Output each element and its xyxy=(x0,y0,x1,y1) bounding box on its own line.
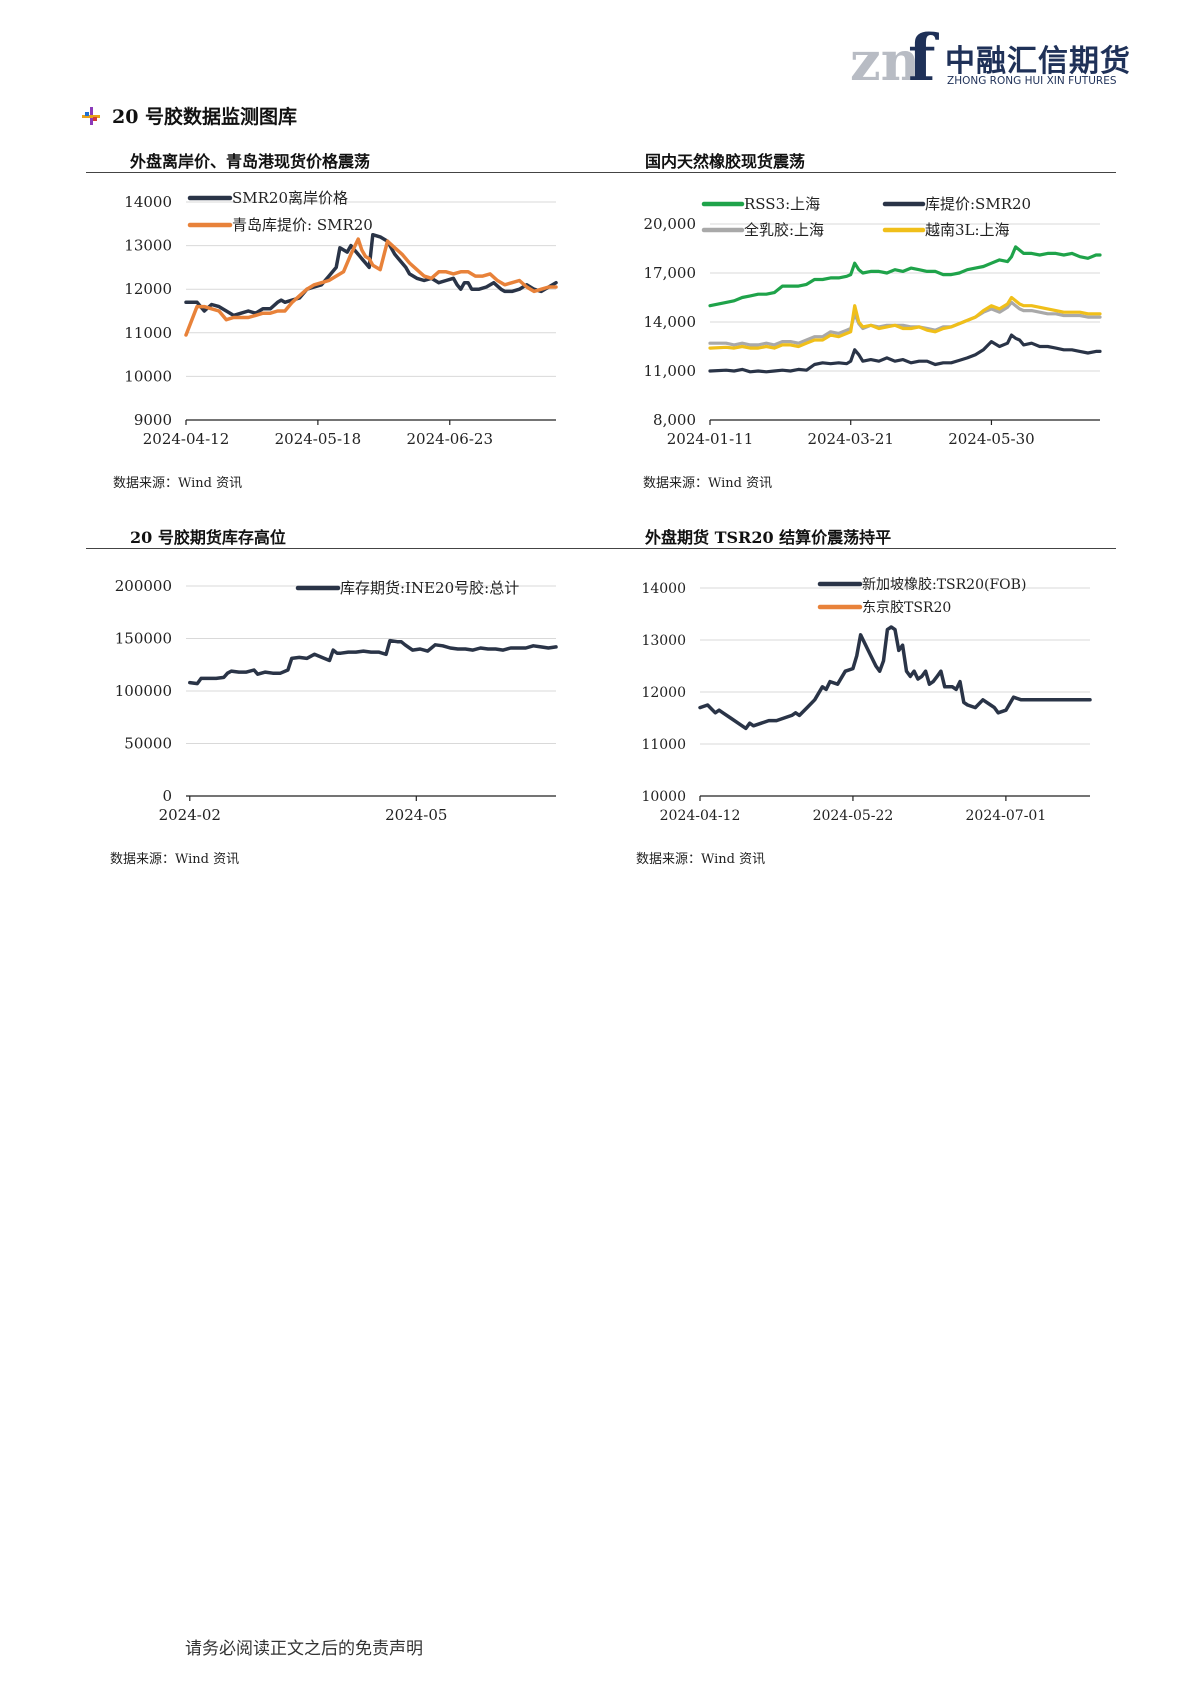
panel-rule-bottom xyxy=(86,548,1116,549)
legend-label: SMR20离岸价格 xyxy=(232,189,348,207)
x-tick-label: 2024-07-01 xyxy=(966,808,1047,824)
legend-label: 青岛库提价: SMR20 xyxy=(232,216,373,234)
y-tick-label: 11000 xyxy=(641,737,686,753)
y-tick-label: 200000 xyxy=(115,577,172,595)
y-tick-label: 17,000 xyxy=(644,264,697,282)
legend-label: 库存期货:INE20号胶:总计 xyxy=(340,579,519,597)
chart-tsr20-settlement: 10000 11000 12000 13000 14000 2024-04-12 2024-… xyxy=(641,576,1092,824)
x-tick-label: 2024-01-11 xyxy=(667,430,753,448)
y-tick-label: 14000 xyxy=(641,581,686,597)
y-tick-label: 10000 xyxy=(124,367,172,385)
panel-title-futures-inventory: 20 号胶期货库存高位 xyxy=(130,528,286,547)
colorful-cross-icon xyxy=(82,107,100,125)
x-tick-label: 2024-05-22 xyxy=(813,808,894,824)
x-tick-label: 2024-05-30 xyxy=(948,430,1034,448)
x-tick-label: 2024-05 xyxy=(385,806,447,824)
znf-logo-mark: zn f xyxy=(850,28,939,90)
series-line-4 xyxy=(708,295,1102,350)
data-source-note: 数据来源：Wind 资讯 xyxy=(113,476,243,491)
y-tick-label: 150000 xyxy=(115,630,172,648)
y-tick-label: 8,000 xyxy=(653,411,696,429)
section-title: 20 号胶数据监测图库 xyxy=(82,102,297,129)
y-tick-label: 50000 xyxy=(124,735,172,753)
disclaimer-footer: 请务必阅读正文之后的免责声明 xyxy=(185,1639,423,1659)
chart-futures-inventory: 0 50000 100000 150000 200000 2024-02 2024-05 库存… xyxy=(115,577,558,824)
y-tick-label: 9000 xyxy=(134,411,172,429)
panel-title-domestic-spot: 国内天然橡胶现货震荡 xyxy=(645,152,806,171)
section-title-text: 20 号胶数据监测图库 xyxy=(112,106,298,128)
data-source-note: 数据来源：Wind 资讯 xyxy=(110,852,240,867)
y-tick-label: 13000 xyxy=(124,237,172,255)
legend-label: 全乳胶:上海 xyxy=(744,221,824,239)
x-tick-label: 2024-05-18 xyxy=(275,430,361,448)
panel-rule-top xyxy=(86,172,1116,173)
legend-label: 新加坡橡胶:TSR20(FOB) xyxy=(862,576,1026,593)
panel-title-offshore-price: 外盘离岸价、青岛港现货价格震荡 xyxy=(130,152,371,171)
x-tick-label: 2024-04-12 xyxy=(143,430,229,448)
legend-label: RSS3:上海 xyxy=(744,195,820,213)
series-line-1 xyxy=(708,245,1102,308)
x-tick-label: 2024-04-12 xyxy=(660,808,741,824)
logo-letter-f: f xyxy=(908,28,939,90)
series-line-2 xyxy=(708,333,1102,374)
logo-letters-zn: zn xyxy=(850,29,920,90)
company-logo: zn f 中融汇信期货 ZHONG RONG HUI XIN FUTURES xyxy=(850,28,1130,90)
x-tick-label: 2024-06-23 xyxy=(407,430,493,448)
series-line-1 xyxy=(698,625,1092,731)
y-tick-label: 14,000 xyxy=(644,313,697,331)
x-tick-label: 2024-02 xyxy=(159,806,221,824)
y-tick-label: 0 xyxy=(162,787,172,805)
y-tick-label: 12000 xyxy=(641,685,686,701)
company-name-en: ZHONG RONG HUI XIN FUTURES xyxy=(947,75,1117,87)
y-tick-label: 10000 xyxy=(641,789,686,805)
y-tick-label: 11,000 xyxy=(644,362,697,380)
legend-label: 库提价:SMR20 xyxy=(925,195,1031,213)
panel-title-tsr20-settlement: 外盘期货 TSR20 结算价震荡持平 xyxy=(645,528,892,547)
chart-offshore-price: 9000 10000 11000 12000 13000 14000 2024-04-12 2… xyxy=(124,189,558,448)
legend-label: 越南3L:上海 xyxy=(925,221,1010,239)
data-source-note: 数据来源：Wind 资讯 xyxy=(643,476,773,491)
series-line-1 xyxy=(188,638,558,686)
y-tick-label: 11000 xyxy=(124,324,172,342)
y-tick-label: 13000 xyxy=(641,633,686,649)
chart-domestic-spot: 8,000 11,000 14,000 17,000 20,000 2024-01-11 2… xyxy=(644,195,1102,448)
data-source-note: 数据来源：Wind 资讯 xyxy=(636,852,766,867)
company-name-cn: 中融汇信期货 xyxy=(945,44,1131,79)
legend-label: 东京胶TSR20 xyxy=(862,599,951,616)
y-tick-label: 14000 xyxy=(124,193,172,211)
x-tick-label: 2024-03-21 xyxy=(807,430,893,448)
y-tick-label: 12000 xyxy=(124,280,172,298)
y-tick-label: 100000 xyxy=(115,682,172,700)
series-line-1 xyxy=(184,232,558,318)
series-line-2 xyxy=(184,237,558,337)
y-tick-label: 20,000 xyxy=(644,215,697,233)
